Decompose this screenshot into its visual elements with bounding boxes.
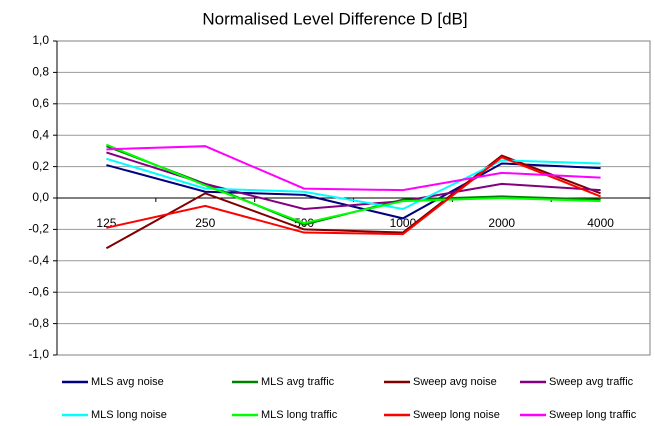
legend-label: MLS long noise — [91, 409, 167, 421]
y-tick-label: -0,8 — [28, 316, 49, 330]
legend-label: Sweep long traffic — [549, 409, 637, 421]
series-line — [106, 162, 601, 220]
series-line — [106, 156, 601, 236]
series-line — [106, 143, 601, 225]
legend-label: Sweep avg noise — [413, 376, 497, 388]
chart-title: Normalised Level Difference D [dB] — [202, 9, 467, 28]
legend-label: MLS long traffic — [261, 409, 338, 421]
y-tick-label: -0,2 — [28, 222, 49, 236]
series-line — [105, 154, 601, 250]
legend-label: MLS avg traffic — [261, 376, 335, 388]
x-tick-label: 4000 — [587, 216, 614, 230]
y-tick-label: -1,0 — [28, 347, 49, 361]
x-tick-label: 250 — [195, 216, 215, 230]
y-tick-label: -0,4 — [28, 253, 49, 267]
y-tick-label: -0,6 — [28, 284, 49, 298]
legend-label: Sweep avg traffic — [549, 376, 634, 388]
legend-label: MLS avg noise — [91, 376, 164, 388]
legend-label: Sweep long noise — [413, 409, 500, 421]
y-tick-label: 0,6 — [32, 96, 49, 110]
y-tick-label: 0,0 — [32, 190, 49, 204]
y-tick-label: 0,2 — [32, 159, 49, 173]
series-line — [106, 145, 601, 192]
x-tick-label: 2000 — [488, 216, 515, 230]
y-tick-label: 1,0 — [32, 33, 49, 47]
y-tick-label: 0,8 — [32, 65, 49, 79]
y-tick-label: 0,4 — [32, 127, 49, 141]
series-line — [106, 157, 601, 211]
